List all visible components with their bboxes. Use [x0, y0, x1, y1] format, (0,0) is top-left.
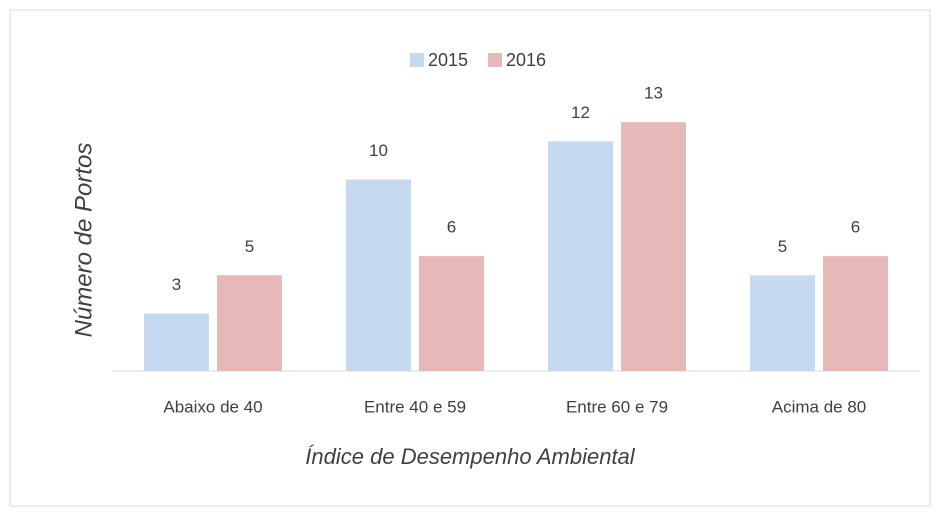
bar	[217, 275, 282, 371]
x-tick-label: Acima de 80	[772, 397, 867, 416]
x-tick-label: Entre 60 e 79	[566, 397, 668, 416]
data-label: 13	[644, 84, 663, 103]
data-label: 6	[851, 218, 860, 237]
bar	[750, 275, 815, 371]
bar	[419, 256, 484, 371]
legend-label: 2015	[428, 50, 468, 70]
x-axis-title: Índice de Desempenho Ambiental	[305, 444, 636, 469]
bar	[144, 313, 209, 371]
legend-label: 2016	[506, 50, 546, 70]
x-tick-label: Abaixo de 40	[163, 397, 262, 416]
legend-swatch	[488, 53, 502, 67]
bar	[823, 256, 888, 371]
data-label: 5	[245, 237, 254, 256]
y-axis-title: Número de Portos	[70, 143, 97, 338]
legend-swatch	[410, 53, 424, 67]
x-tick-label: Entre 40 e 59	[364, 397, 466, 416]
data-label: 6	[447, 218, 456, 237]
data-label: 12	[571, 103, 590, 122]
bar	[621, 122, 686, 372]
bar	[548, 141, 613, 371]
bar	[346, 179, 411, 371]
data-label: 10	[369, 141, 388, 160]
data-label: 3	[172, 275, 181, 294]
data-label: 5	[778, 237, 787, 256]
